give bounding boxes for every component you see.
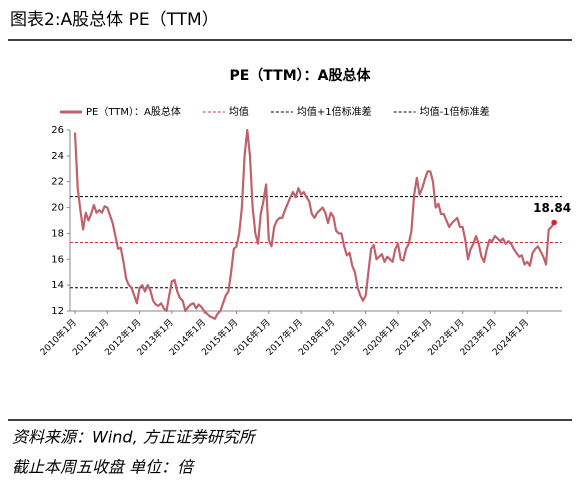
legend-label: PE（TTM）：A股总体	[86, 105, 181, 118]
series-line	[73, 128, 556, 320]
y-tick-label: 24	[51, 151, 64, 162]
y-tick-label: 20	[51, 203, 64, 214]
header-title: 图表2:A股总体 PE（TTM）	[10, 10, 219, 30]
y-tick-label: 16	[51, 254, 64, 265]
legend-label: 均值-1倍标准差	[420, 105, 490, 118]
y-tick-label: 12	[51, 306, 64, 317]
source: 资料来源：Wind, 方正证券研究所	[12, 428, 258, 447]
note: 截止本周五收盘 单位：倍	[12, 458, 195, 477]
chart-title: PE（TTM）：A股总体	[229, 67, 371, 84]
last-value-label: 18.84	[533, 201, 571, 215]
y-tick-label: 18	[51, 228, 64, 239]
legend-label: 均值+1倍标准差	[297, 105, 372, 118]
y-tick-label: 26	[51, 125, 64, 136]
last-point	[551, 219, 557, 226]
y-tick-label: 22	[51, 177, 64, 188]
y-tick-label: 14	[51, 280, 64, 291]
legend-label: 均值	[229, 105, 249, 118]
